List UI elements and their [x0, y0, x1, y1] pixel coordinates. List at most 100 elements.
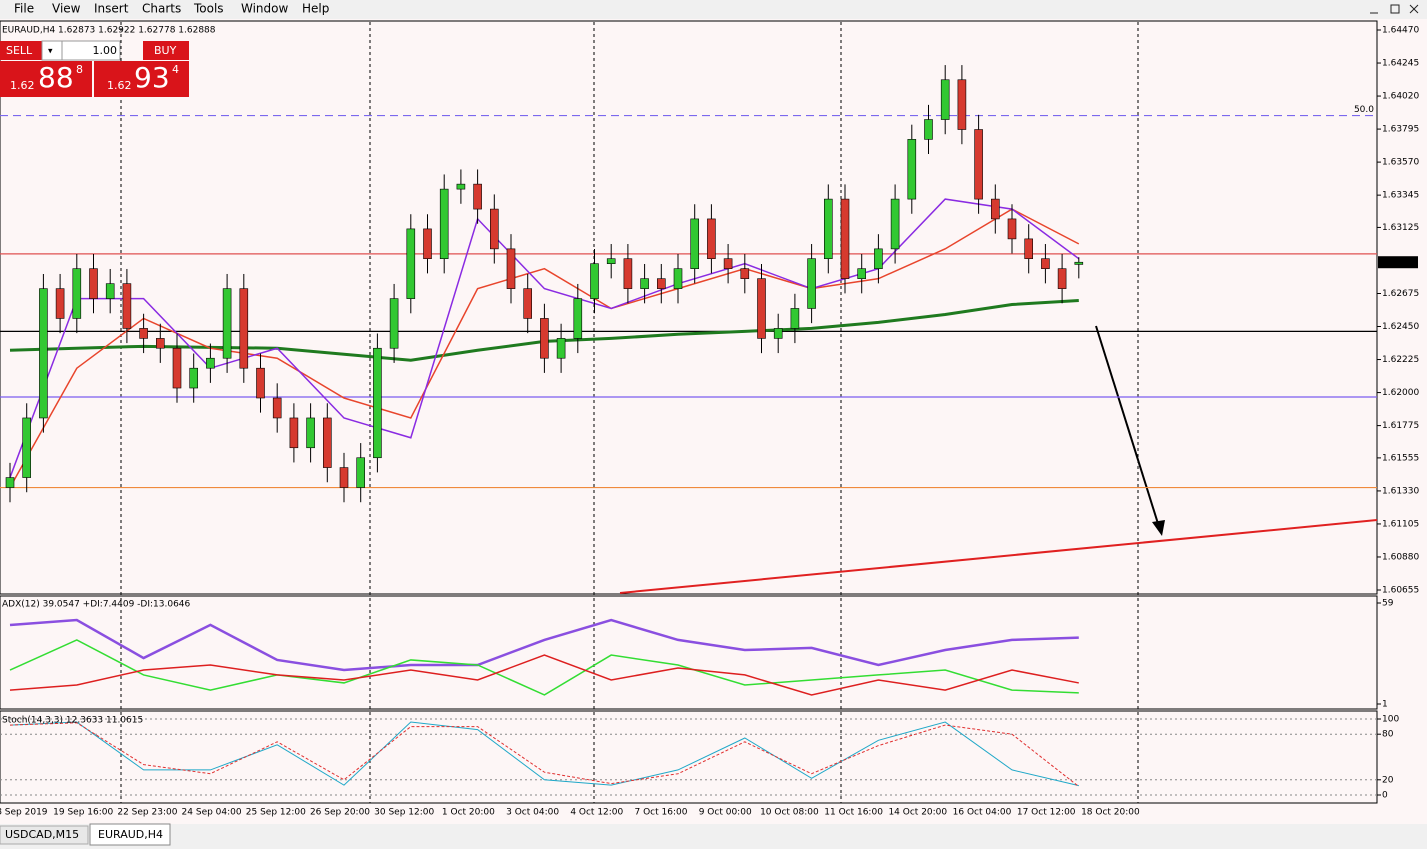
candle-body: [222, 288, 232, 359]
trendline: [619, 519, 1377, 594]
candle-body: [990, 198, 1000, 220]
tab-bar: [0, 824, 1427, 849]
tab-label[interactable]: EURAUD,H4: [98, 828, 163, 841]
x-tick-label: 25 Sep 12:00: [246, 808, 306, 818]
y-tick-label: 1.60655: [1382, 586, 1419, 596]
menu-item[interactable]: Help: [302, 2, 329, 16]
menu-item[interactable]: File: [14, 2, 34, 16]
dropdown-arrow: ▾: [48, 47, 53, 57]
candle-body: [105, 283, 115, 299]
candle-body: [206, 357, 215, 369]
candle-body: [506, 248, 516, 289]
y-tick-label: 80: [1382, 730, 1394, 740]
menu-item[interactable]: Insert: [94, 2, 129, 16]
buy-price-box[interactable]: [94, 61, 189, 97]
candle-body: [807, 258, 816, 309]
indicator-line: [9, 654, 1079, 696]
x-tick-label: 11 Oct 16:00: [824, 808, 883, 818]
tab-active[interactable]: [89, 823, 171, 846]
y-tick-label: 1.61105: [1382, 519, 1419, 529]
y-tick-label: 1.63795: [1382, 125, 1419, 135]
x-tick-label: 3 Oct 04:00: [506, 808, 559, 818]
one-click-trading: SELL ▾ 1.00 BUY 1.62 88 8 1.62 93 4: [0, 40, 189, 97]
candle-body: [723, 258, 733, 269]
candle-body: [39, 288, 48, 419]
x-tick-label: 9 Oct 00:00: [699, 808, 752, 818]
x-tick-label: 10 Oct 08:00: [760, 808, 819, 818]
candle-body: [740, 268, 750, 279]
level-label: 50.0: [1354, 105, 1374, 115]
menu-item[interactable]: Window: [241, 2, 289, 16]
candle-body: [840, 198, 850, 279]
indicator-line: [9, 639, 1079, 696]
sell-button[interactable]: [0, 41, 42, 60]
tab[interactable]: [0, 825, 89, 845]
menu-item[interactable]: Charts: [142, 2, 181, 16]
y-tick-label: 1.62225: [1382, 355, 1419, 365]
sell-price-frac: 8: [76, 63, 83, 76]
candle-body: [940, 79, 950, 120]
candle-body: [439, 188, 449, 259]
candle-body: [239, 288, 249, 369]
y-tick-label: 1.63570: [1382, 158, 1419, 168]
candle-body: [707, 218, 716, 259]
y-tick-label: 0: [1382, 791, 1388, 801]
x-tick-label: 4 Oct 12:00: [570, 808, 623, 818]
candle-body: [289, 417, 299, 449]
candle-body: [690, 218, 700, 269]
x-tick-label: 22 Sep 23:00: [117, 808, 177, 818]
y-tick-label: 1.61555: [1382, 453, 1419, 463]
y-tick-label: 1: [1382, 700, 1388, 710]
candle-body: [356, 457, 366, 488]
adx-layer: [9, 618, 1079, 696]
y-tick-label: 1.64245: [1382, 59, 1419, 69]
x-tick-label: 18 Sep 2019: [0, 808, 48, 818]
candle-body: [606, 258, 616, 264]
candle-body: [89, 268, 98, 299]
y-tick-label: 100: [1382, 715, 1399, 725]
menu-item[interactable]: View: [52, 2, 81, 16]
candle-body: [1074, 261, 1084, 265]
candle-body: [540, 318, 549, 359]
buy-label[interactable]: BUY: [154, 44, 177, 57]
candle-body: [156, 338, 165, 349]
lot-input[interactable]: [61, 40, 121, 61]
lot-value[interactable]: 1.00: [93, 44, 118, 57]
y-tick-label: 1.62675: [1382, 289, 1419, 299]
indicator-line: [9, 618, 1079, 672]
candle-body: [573, 298, 583, 339]
candle-body: [5, 477, 15, 488]
candle-body: [757, 278, 766, 339]
tab-label[interactable]: USDCAD,M15: [5, 828, 79, 841]
candle-body: [974, 129, 983, 200]
adx-title: ADX(12) 39.0547 +DI:7.4409 -DI:13.0646: [2, 600, 191, 610]
x-tick-label: 26 Sep 20:00: [310, 808, 370, 818]
candle-body: [623, 258, 633, 289]
sell-label[interactable]: SELL: [6, 44, 33, 57]
sell-price-pips: 88: [38, 61, 74, 94]
menu-bar: [0, 0, 1427, 19]
candle-body: [373, 347, 382, 459]
candle-body: [1041, 258, 1050, 269]
candle-body: [473, 183, 482, 210]
candle-body: [523, 288, 533, 319]
y-tick-label: 1.60880: [1382, 552, 1419, 562]
candle-body: [306, 417, 315, 449]
buy-button[interactable]: [143, 41, 189, 60]
x-tick-label: 17 Oct 12:00: [1017, 808, 1076, 818]
arrow-head: [1152, 520, 1165, 536]
candle-body: [673, 268, 683, 289]
stoch-title: Stoch(14,3,3) 12.3633 11.0615: [2, 716, 143, 726]
stoch-frame: [0, 710, 1378, 804]
x-tick-label: 24 Sep 04:00: [182, 808, 242, 818]
candle-body: [890, 198, 900, 250]
candle-body: [256, 367, 265, 399]
sell-price-box[interactable]: [0, 61, 92, 97]
candle-body: [72, 268, 82, 319]
window-controls[interactable]: [1370, 4, 1419, 14]
last-price-label: 1.62888: [1380, 258, 1417, 268]
last-price-box: [1378, 256, 1418, 269]
menu-item[interactable]: Tools: [193, 2, 224, 16]
